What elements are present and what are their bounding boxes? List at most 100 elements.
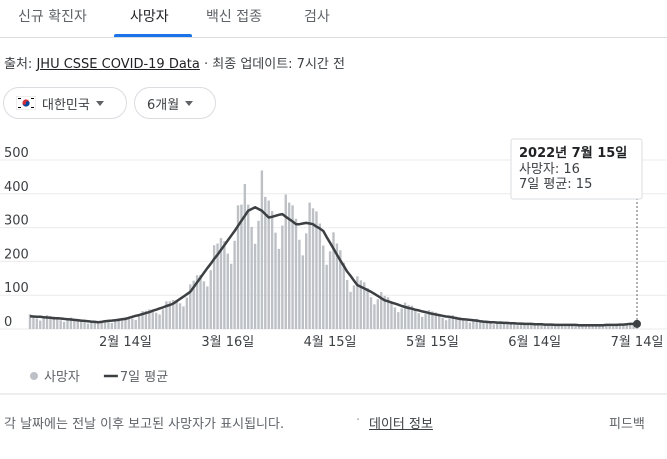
bar	[52, 316, 56, 329]
x-tick-label: 2월 14일	[99, 335, 152, 350]
y-tick-label: 500	[4, 146, 29, 161]
bar	[144, 310, 148, 329]
y-tick-label: 300	[4, 214, 29, 229]
bar	[625, 323, 628, 329]
tab-selected[interactable]: 사망자	[130, 9, 169, 25]
bar	[141, 311, 144, 329]
bar	[250, 226, 253, 329]
tooltip-line: 7일 평균: 15	[519, 177, 592, 192]
y-tick-label: 200	[4, 247, 29, 262]
tab[interactable]: 백신 접종	[206, 9, 262, 25]
bar	[564, 326, 567, 329]
bar	[154, 312, 158, 329]
x-tick-label: 4월 15일	[304, 335, 357, 350]
bar	[373, 304, 376, 329]
source-link[interactable]: JHU CSSE COVID-19 Data	[36, 57, 200, 72]
bar	[212, 245, 216, 329]
bar	[352, 285, 356, 329]
line	[29, 206, 637, 327]
bar	[349, 291, 352, 329]
bar	[499, 321, 502, 329]
bar	[434, 312, 438, 329]
bar	[380, 292, 383, 329]
bar	[322, 245, 325, 329]
tab[interactable]: 검사	[304, 9, 330, 25]
source-prefix: 출처:	[4, 57, 33, 72]
bar	[281, 225, 284, 329]
bar	[158, 314, 161, 329]
bar	[335, 243, 339, 329]
legend-label: 사망자	[44, 370, 80, 385]
chip-label: 6개월	[147, 97, 180, 113]
bar	[427, 310, 431, 329]
bar	[332, 232, 335, 329]
bar	[148, 309, 151, 329]
bar	[100, 320, 103, 329]
bar	[478, 320, 482, 329]
tab[interactable]: 신규 확진자	[18, 9, 87, 25]
legend-label: 7일 평균	[120, 370, 168, 385]
chip-label: 대한민국	[42, 97, 90, 113]
x-tick-label: 7월 14일	[611, 335, 664, 350]
bar	[550, 323, 553, 329]
bar	[59, 320, 62, 329]
bar	[369, 297, 373, 329]
bar	[574, 324, 577, 329]
x-tick-label: 6월 14일	[508, 335, 561, 350]
bar	[131, 318, 134, 329]
tooltip-line: 사망자: 16	[519, 162, 580, 177]
legend-swatch	[30, 372, 38, 380]
bar	[32, 315, 35, 329]
bar	[199, 274, 202, 329]
country-chip[interactable]: 대한민국	[3, 87, 127, 119]
bar	[417, 313, 420, 329]
bar	[615, 325, 618, 329]
bar	[117, 318, 120, 329]
bar	[386, 297, 390, 329]
bar	[311, 208, 315, 329]
bar	[424, 313, 427, 329]
bar	[455, 316, 458, 329]
bar	[588, 326, 591, 329]
bar	[495, 323, 499, 329]
bar	[49, 316, 52, 329]
bar	[345, 279, 349, 329]
bar	[622, 323, 625, 329]
bar	[175, 299, 178, 329]
bar	[628, 323, 632, 329]
bar	[342, 262, 345, 329]
bar	[291, 205, 294, 329]
bar	[431, 311, 434, 329]
footer-note: 각 날짜에는 전날 이후 보고된 사망자가 표시됩니다.	[4, 417, 285, 432]
feedback-link[interactable]: 피드백	[609, 417, 645, 432]
bar	[400, 308, 403, 329]
bar	[390, 301, 393, 329]
bar	[161, 309, 165, 329]
bar	[315, 211, 318, 329]
x-tick-label: 5월 15일	[406, 335, 459, 350]
range-chip[interactable]: 6개월	[134, 87, 216, 119]
bar	[502, 321, 506, 329]
bar	[182, 306, 185, 329]
bar	[362, 282, 366, 329]
bar	[523, 322, 526, 329]
bar	[308, 202, 311, 329]
dropdown-arrow	[185, 100, 194, 106]
bar	[294, 218, 298, 329]
bar	[540, 325, 543, 329]
bar	[76, 318, 79, 329]
bar	[543, 324, 547, 329]
tab-indicator	[114, 34, 192, 37]
bar	[356, 276, 359, 329]
bar	[513, 324, 516, 329]
bar	[219, 238, 223, 329]
hover-dot	[633, 319, 641, 328]
data-info-link[interactable]: 데이터 정보	[369, 417, 433, 432]
bar	[93, 320, 96, 329]
bar	[90, 322, 93, 329]
bar	[489, 323, 492, 329]
bar	[536, 324, 540, 329]
bar	[247, 204, 250, 329]
bar	[236, 205, 240, 329]
bar	[270, 211, 274, 329]
